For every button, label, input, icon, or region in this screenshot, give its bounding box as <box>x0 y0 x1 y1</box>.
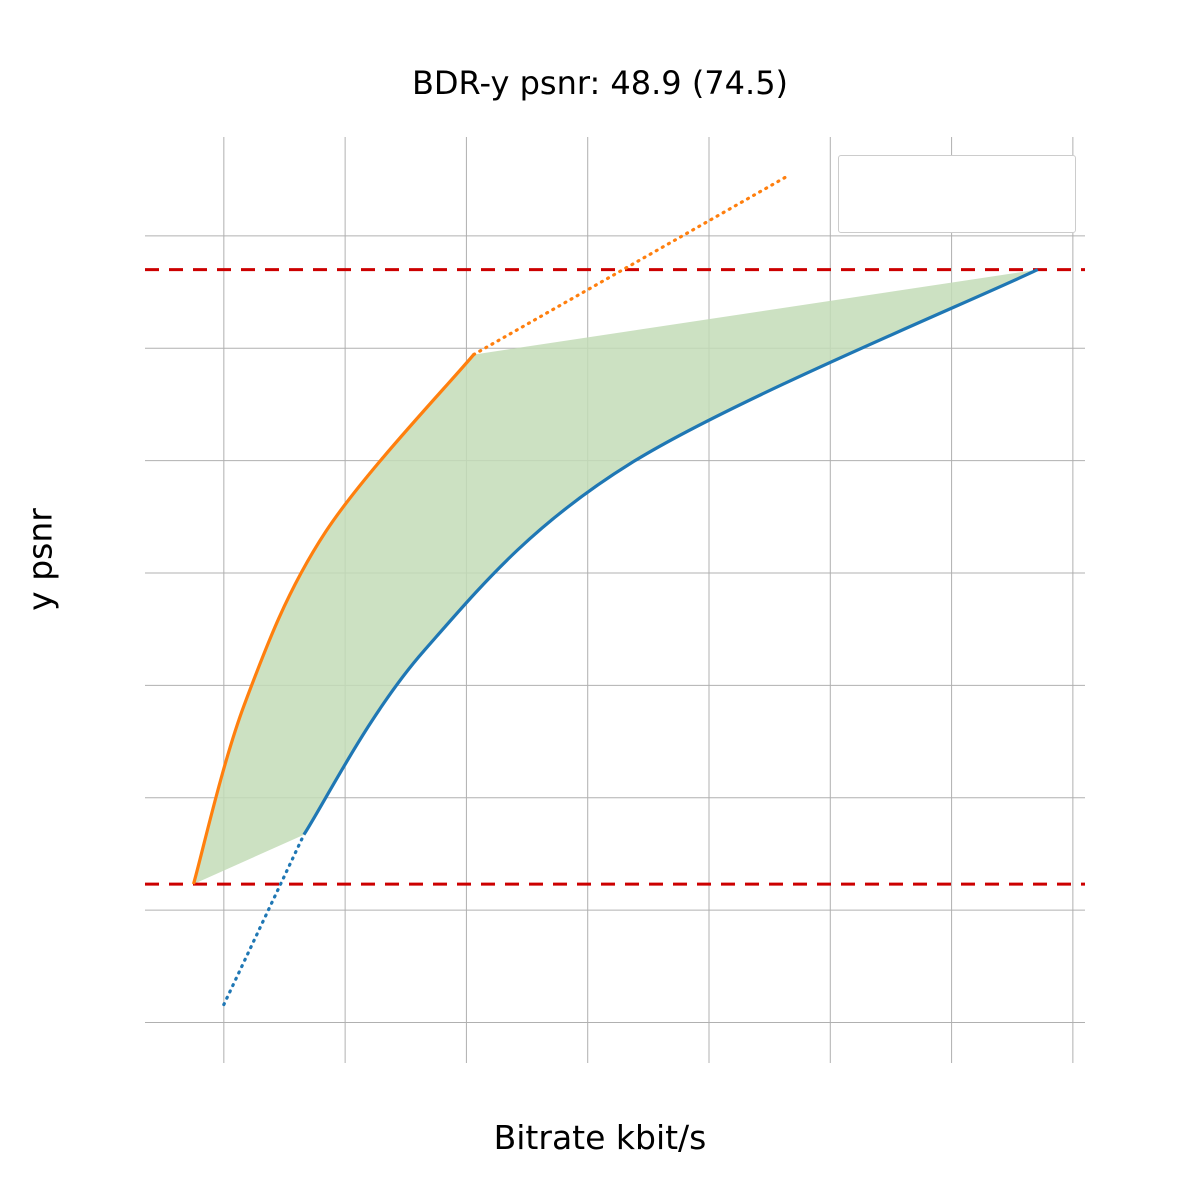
series-orange-dotted-segment <box>472 173 791 357</box>
series-blue-dotted-segment <box>222 833 306 1007</box>
series-line-S3-A47-265 <box>302 268 1039 836</box>
series-line-S3-T15-VTM <box>191 353 475 885</box>
x-axis-label: Bitrate kbit/s <box>493 1118 707 1157</box>
legend <box>838 155 1076 233</box>
bd-rate-shaded-area <box>193 269 1038 885</box>
chart-title: BDR-y psnr: 48.9 (74.5) <box>411 64 789 102</box>
